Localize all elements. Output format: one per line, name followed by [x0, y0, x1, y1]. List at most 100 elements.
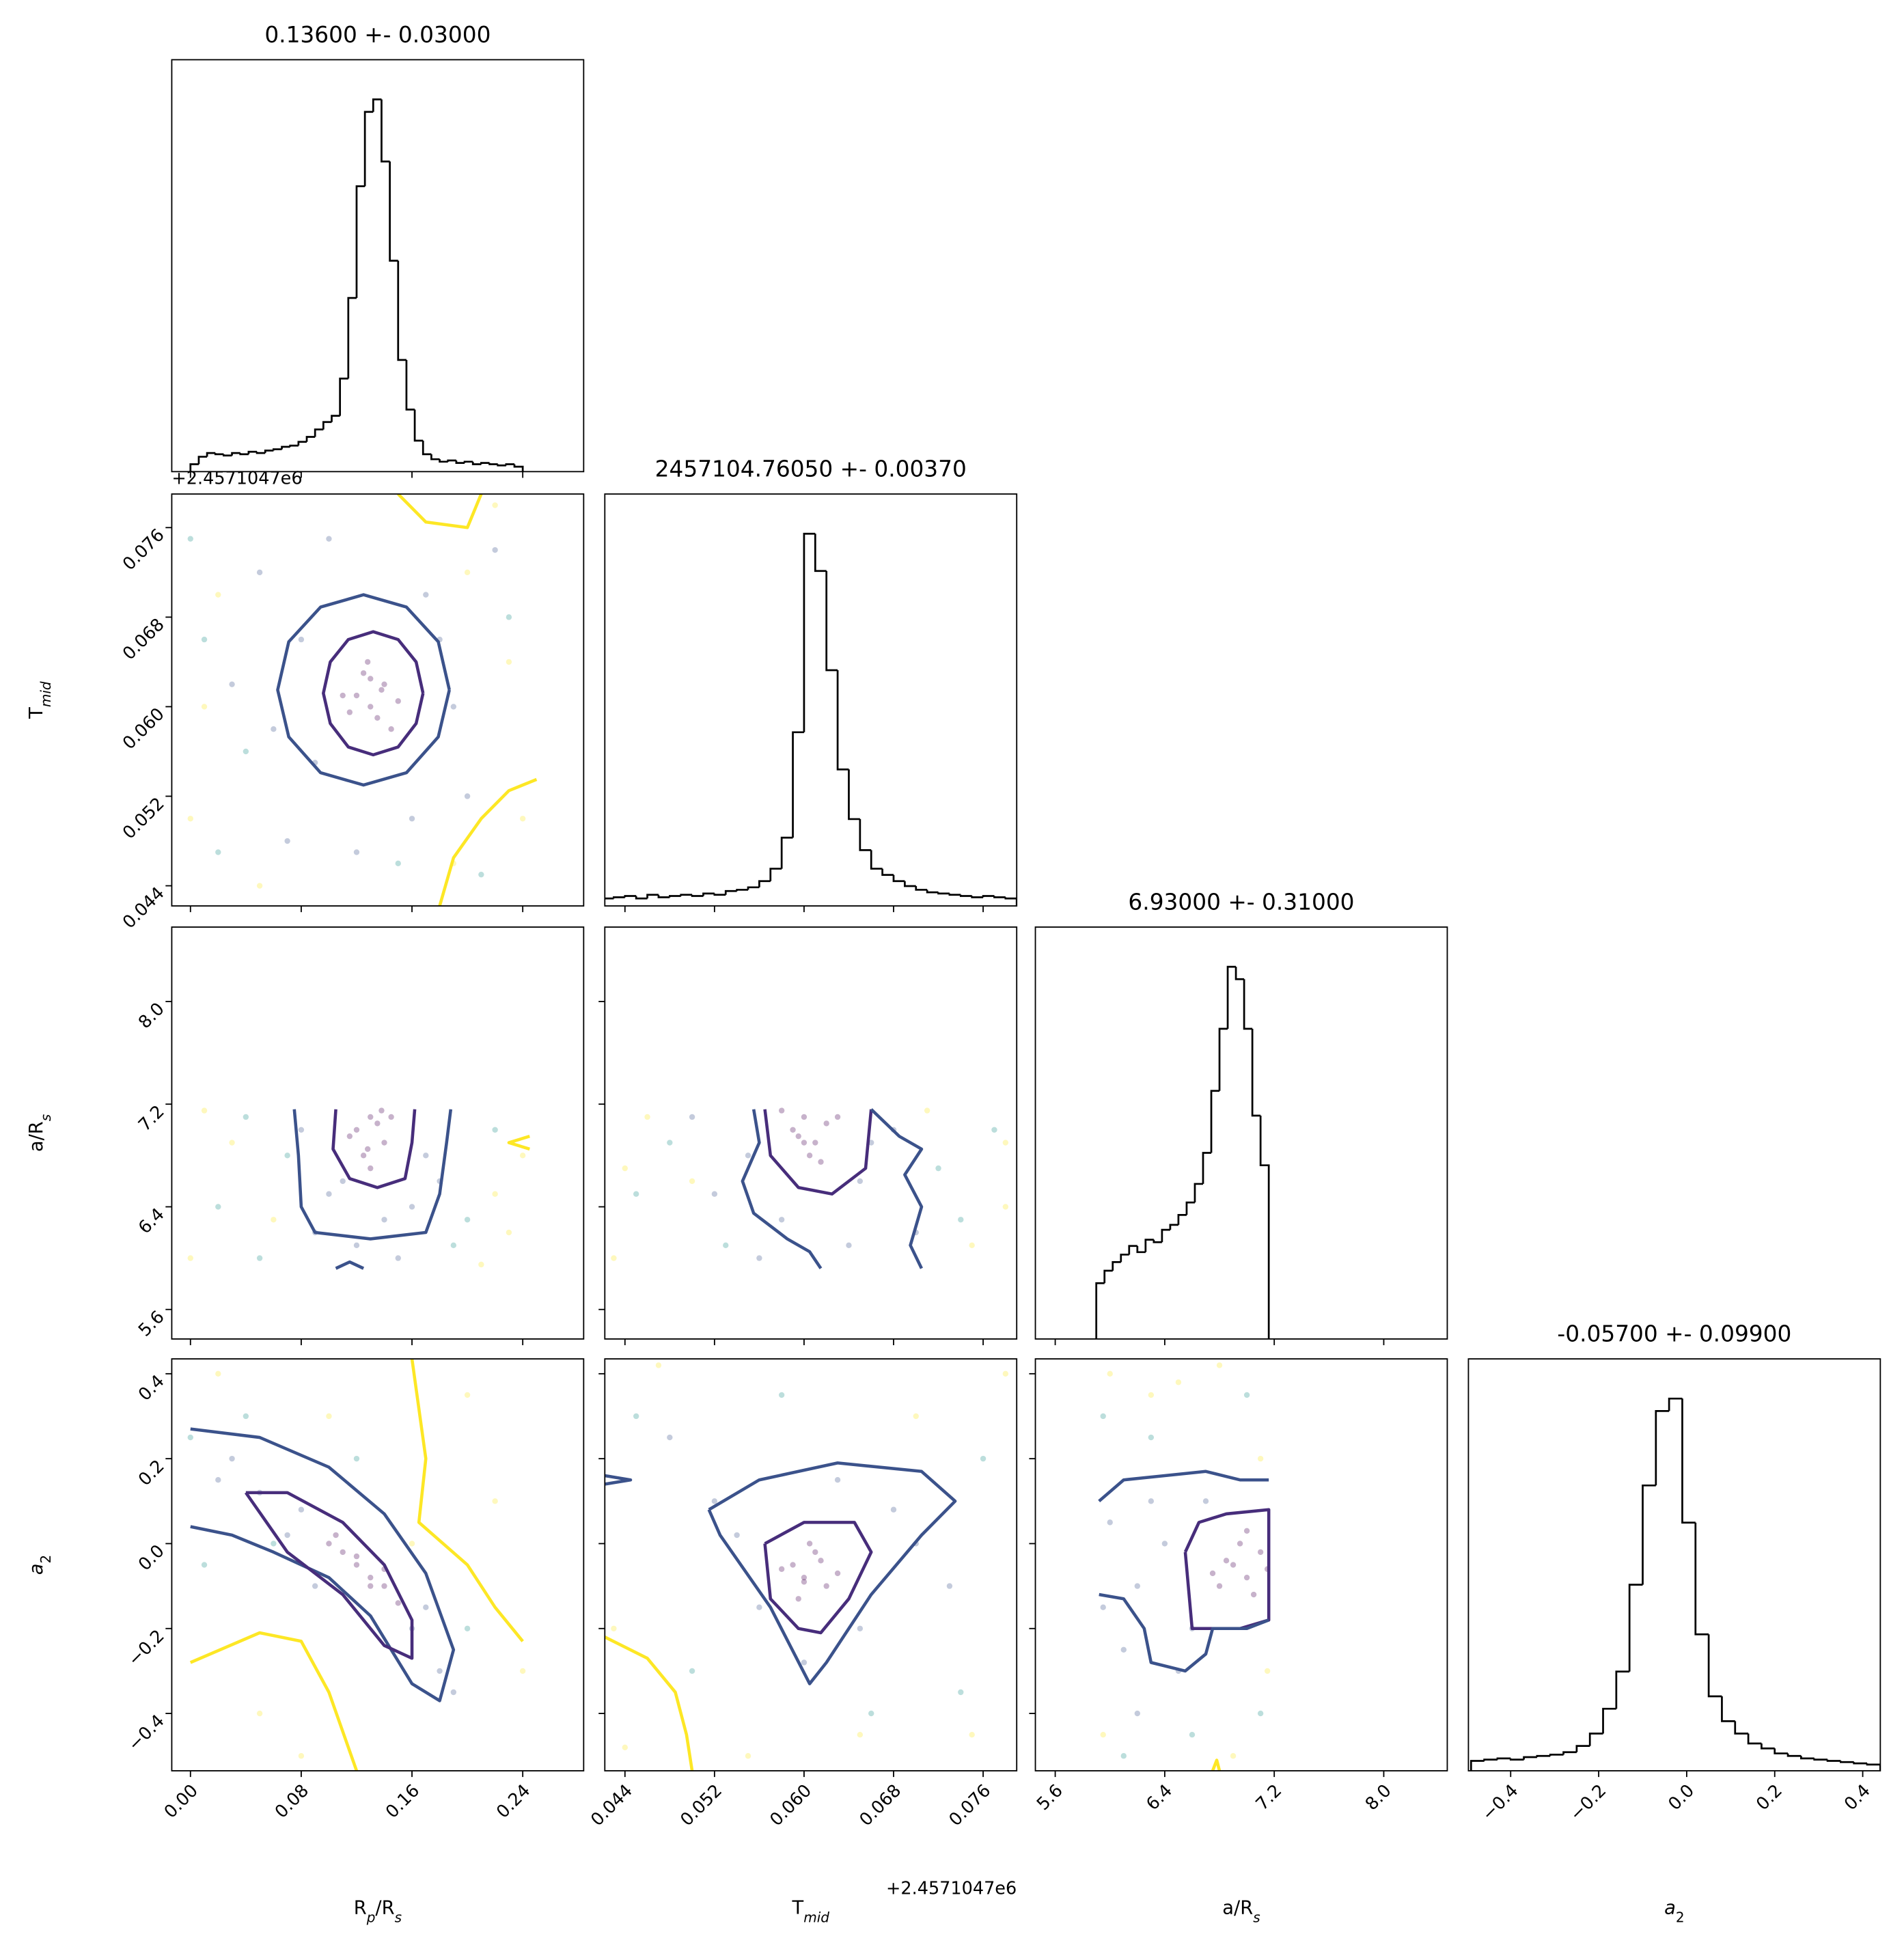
plot-area: [189, 98, 524, 472]
point: [215, 1204, 221, 1210]
point: [368, 1114, 374, 1120]
hist-bin: [1128, 1245, 1137, 1255]
point: [1175, 1379, 1182, 1385]
point: [913, 1413, 919, 1420]
frame: [1467, 1358, 1881, 1771]
point: [492, 1498, 498, 1504]
point: [409, 816, 415, 822]
point: [857, 1731, 864, 1738]
y-axis-label-part: T: [26, 707, 47, 719]
point: [778, 1566, 785, 1572]
point: [667, 1434, 673, 1441]
hist-bin: [497, 464, 506, 467]
hist-bin: [836, 670, 849, 771]
y-axis-label-part: 2: [38, 1555, 54, 1564]
hist-bin: [1575, 1745, 1590, 1752]
hist-bin: [702, 892, 715, 896]
frame: [171, 926, 585, 1340]
point: [1209, 1570, 1216, 1577]
point: [381, 1140, 387, 1146]
point: [346, 709, 353, 715]
hist-bin: [814, 534, 827, 573]
panel: 2457104.76050 +- 0.00370: [604, 456, 1018, 913]
point: [1134, 1583, 1141, 1589]
hist-bin: [724, 889, 737, 895]
contour: [605, 1636, 694, 1771]
point: [364, 1146, 371, 1153]
hist-bin: [1177, 1213, 1187, 1225]
point: [478, 871, 484, 878]
point: [368, 1583, 374, 1589]
point: [969, 1242, 975, 1249]
point: [969, 1731, 975, 1738]
hist-bin: [256, 452, 266, 454]
point: [806, 1541, 813, 1547]
point: [519, 1668, 526, 1674]
frame: [604, 926, 1018, 1340]
point: [364, 659, 371, 665]
point: [834, 1477, 841, 1483]
point: [868, 1710, 874, 1717]
point: [409, 1541, 415, 1547]
contour: [331, 1109, 417, 1189]
hist-bin: [1161, 1228, 1170, 1243]
hist-bin: [322, 421, 332, 430]
y-axis-label: a2: [26, 1555, 54, 1575]
panel-title: 0.13600 +- 0.03000: [264, 22, 491, 48]
point: [229, 1455, 235, 1462]
hist-bin: [305, 436, 316, 442]
point: [801, 1574, 808, 1581]
point: [312, 1583, 318, 1589]
hist-bin: [646, 894, 659, 899]
point: [464, 1217, 471, 1223]
point: [1257, 1549, 1264, 1556]
contour: [190, 1427, 456, 1702]
hist-bin: [1120, 1254, 1129, 1263]
plot-area: [187, 494, 538, 907]
x-axis-label-part: s: [1253, 1909, 1260, 1925]
hist-bin: [389, 161, 398, 262]
x-offset-text: +2.4571047e6: [886, 1878, 1017, 1899]
hist-bin: [691, 894, 704, 897]
point: [1202, 1498, 1209, 1504]
point: [935, 1165, 941, 1172]
point: [834, 1114, 841, 1120]
hist-bin: [1549, 1754, 1564, 1756]
contour: [605, 1474, 633, 1486]
contour: [244, 1491, 414, 1660]
point: [958, 1217, 964, 1223]
point: [464, 569, 471, 576]
point: [622, 1744, 628, 1750]
hist-bin: [1602, 1707, 1616, 1734]
contour: [335, 1260, 365, 1270]
hist-bin: [1185, 1201, 1195, 1215]
point: [823, 1583, 829, 1589]
hist-bin: [1668, 1397, 1683, 1411]
point: [857, 1178, 864, 1185]
hist-bin: [239, 453, 249, 456]
point: [633, 1191, 639, 1197]
hist-bin: [1786, 1753, 1802, 1757]
hist-bin: [264, 450, 274, 454]
hist-bin: [231, 452, 240, 456]
plot-area: [187, 1107, 530, 1270]
point: [734, 1532, 740, 1539]
point: [374, 715, 381, 721]
point: [346, 1133, 353, 1140]
point: [834, 1570, 841, 1577]
frame: [604, 1358, 1018, 1771]
hist-bin: [197, 456, 208, 465]
panel-title: 6.93000 +- 0.31000: [1128, 889, 1354, 915]
hist-bin: [769, 868, 782, 881]
point: [256, 1255, 263, 1261]
hist-bin: [747, 886, 760, 890]
point: [298, 1506, 305, 1513]
hist-bin: [1628, 1584, 1643, 1672]
contour: [1099, 1592, 1269, 1673]
hist-bin: [1747, 1733, 1762, 1745]
hist-bin: [803, 532, 816, 732]
hist-bin: [347, 296, 357, 379]
point: [353, 849, 360, 855]
hist-bin: [1234, 967, 1245, 980]
